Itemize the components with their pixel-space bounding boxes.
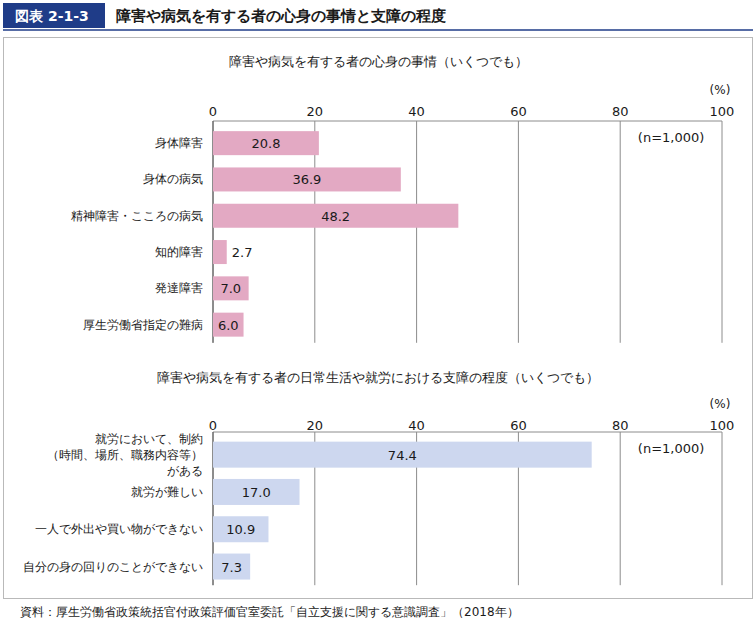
- grid-line: [722, 432, 723, 585]
- header-title: 障害や病気を有する者の心身の事情と支障の程度: [116, 7, 446, 25]
- header-accent: [101, 3, 105, 28]
- category-label: 身体の病気: [143, 172, 203, 186]
- grid-line: [416, 121, 417, 343]
- chart: 障害や病気を有する者の日常生活や就労における支障の程度（いくつでも） (%) 0 20…: [23, 370, 734, 585]
- axis-line: [213, 121, 722, 122]
- chart-title: 障害や病気を有する者の心身の事情（いくつでも）: [229, 54, 528, 69]
- header-label-box: [3, 3, 101, 28]
- axis-label: (%): [710, 83, 731, 97]
- tick-label: 80: [612, 104, 629, 119]
- bar: [213, 276, 249, 300]
- category-label: 発達障害: [155, 281, 203, 295]
- tick-label: 20: [307, 104, 324, 119]
- bar: [213, 313, 244, 337]
- category-label: 厚生労働省指定の難病: [83, 318, 203, 332]
- category-label: 就労が難しい: [131, 485, 203, 499]
- data-label: 2.7: [232, 245, 253, 260]
- category-label: 自分の身の回りのことができない: [23, 560, 203, 574]
- data-label: 74.4: [388, 448, 417, 463]
- tick-label: 20: [307, 418, 324, 433]
- data-label: 6.0: [218, 318, 239, 333]
- data-label: 7.0: [220, 281, 241, 296]
- axis-label: (%): [710, 397, 731, 411]
- chart-title: 障害や病気を有する者の日常生活や就労における支障の程度（いくつでも）: [157, 370, 599, 385]
- tick-label: 60: [510, 104, 527, 119]
- annotation-bg: [635, 128, 707, 146]
- tick-label: 40: [408, 418, 425, 433]
- data-label: 36.9: [292, 172, 321, 187]
- tick-label: 0: [209, 104, 217, 119]
- bar: [213, 131, 319, 155]
- data-label: 10.9: [226, 522, 255, 537]
- labels: 身体障害 20.8 身体の病気 36.9 精神障害・こころの病気 48.2 知的障害 2.7 発…: [71, 136, 350, 333]
- background: [0, 0, 756, 636]
- axis-line: [213, 432, 722, 433]
- annotation: (n=1,000): [638, 130, 705, 145]
- bar: [213, 204, 458, 228]
- tick-label: 80: [612, 418, 629, 433]
- category-label: 一人で外出や買い物ができない: [35, 522, 203, 536]
- bars: [213, 442, 592, 580]
- data-label: 7.3: [221, 560, 242, 575]
- data-label: 20.8: [251, 136, 280, 151]
- panel: [4, 38, 753, 599]
- labels: 就労において、制約（時間、場所、職務内容等）がある 74.4 就労が難しい 17.0 一…: [23, 432, 417, 575]
- header-label: 図表 2-1-3: [15, 8, 89, 24]
- grid-line: [620, 432, 621, 585]
- bar: [213, 479, 300, 505]
- bar: [213, 442, 592, 468]
- tick-label: 100: [710, 418, 735, 433]
- bar: [213, 516, 268, 542]
- category-label: 精神障害・こころの病気: [71, 209, 203, 223]
- bar: [213, 554, 250, 580]
- source: 資料：厚生労働省政策統括官付政策評価官室委託「自立支援に関する意識調査」（201…: [20, 605, 519, 619]
- bars: [213, 131, 458, 337]
- tick-label: 60: [510, 418, 527, 433]
- category-label: 就労において、制約（時間、場所、職務内容等）がある: [47, 432, 203, 478]
- grid-line: [518, 121, 519, 343]
- category-label: 身体障害: [155, 136, 203, 150]
- bar: [213, 240, 227, 264]
- header-rule: [3, 29, 753, 31]
- grid-line: [620, 121, 621, 343]
- bar: [213, 167, 401, 191]
- category-label: 知的障害: [155, 245, 203, 259]
- data-label: 17.0: [242, 485, 271, 500]
- tick-label: 0: [209, 418, 217, 433]
- tick-label: 40: [408, 104, 425, 119]
- annotation: (n=1,000): [638, 441, 705, 456]
- chart: 障害や病気を有する者の心身の事情（いくつでも） (%) 0 20 40 60 80 100 (n…: [71, 54, 734, 343]
- tick-label: 100: [710, 104, 735, 119]
- annotation-bg: [635, 439, 707, 457]
- page: 図表 2-1-3 障害や病気を有する者の心身の事情と支障の程度障害や病気を有する者…: [0, 0, 756, 636]
- grid-line: [722, 121, 723, 343]
- data-label: 48.2: [321, 209, 350, 224]
